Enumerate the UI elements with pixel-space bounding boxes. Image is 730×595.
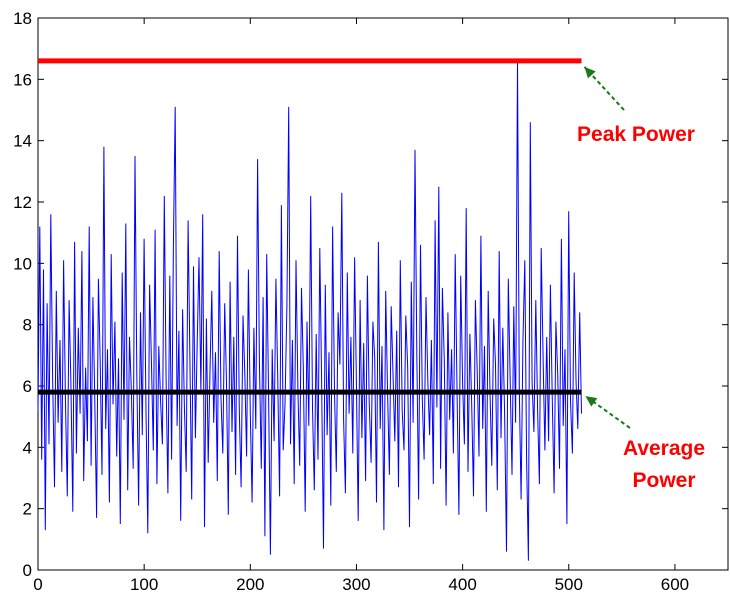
peak-arrow [583, 66, 625, 111]
axis-ticks: 0 100 200 300 400 500 600 0 2 4 6 8 10 12 14 16 18 [13, 9, 728, 594]
x-tick-label: 500 [555, 575, 583, 594]
x-tick-label: 300 [342, 575, 370, 594]
peak-power-label: Peak Power [577, 123, 695, 146]
y-tick-label: 16 [13, 70, 32, 89]
y-tick-label: 14 [13, 132, 32, 151]
y-tick-label: 18 [13, 9, 32, 28]
axes-box [37, 17, 729, 571]
x-tick-label: 200 [236, 575, 264, 594]
y-tick-label: 8 [23, 316, 32, 335]
y-tick-label: 2 [23, 500, 32, 519]
average-power-label-line2: Power [632, 469, 695, 492]
x-tick-label: 600 [661, 575, 689, 594]
y-tick-label: 4 [23, 438, 32, 457]
y-tick-label: 12 [13, 193, 32, 212]
x-tick-label: 400 [448, 575, 476, 594]
y-tick-label: 10 [13, 254, 32, 273]
annotation-arrows [583, 66, 631, 429]
y-tick-label: 6 [23, 377, 32, 396]
average-arrow [584, 395, 631, 429]
x-tick-label: 0 [33, 575, 42, 594]
x-tick-label: 100 [130, 575, 158, 594]
average-power-label-line1: Average [623, 437, 705, 460]
y-tick-label: 0 [23, 561, 32, 580]
signal-line [37, 60, 582, 561]
signal-series [37, 60, 582, 561]
